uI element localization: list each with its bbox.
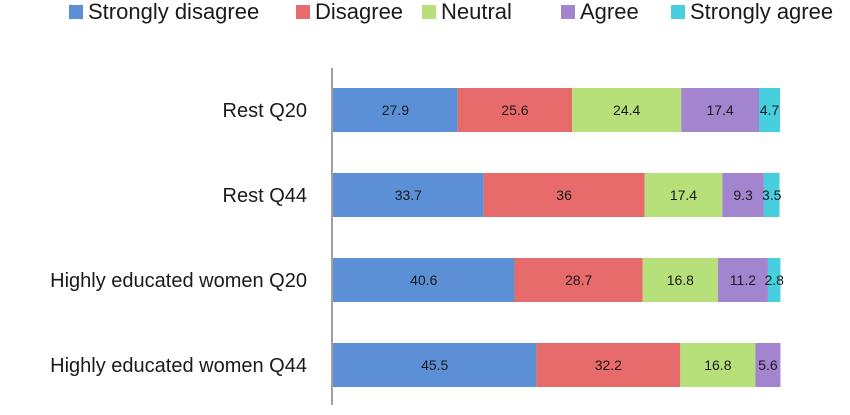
bar-segment-highly-educated-women-q44-disagree [536,343,681,387]
data-label-highly-educated-women-q20-neutral: 16.8 [667,272,694,288]
category-label-highly-educated-women-q20: Highly educated women Q20 [50,270,307,292]
bar-segment-rest-q44-neutral [644,173,723,217]
data-label-rest-q20-neutral: 24.4 [613,102,640,118]
data-label-rest-q20-disagree: 25.6 [501,102,528,118]
bar-segment-highly-educated-women-q44-neutral [680,343,756,387]
legend-swatch-agree [561,5,575,19]
legend-swatch-neutral [422,5,436,19]
bar-segment-rest-q20-disagree [457,88,573,132]
legend-label-agree: Agree [580,0,639,24]
bar-segment-rest-q20-strongly-agree [758,88,780,132]
data-label-highly-educated-women-q44-disagree: 32.2 [595,357,622,373]
bar-segment-highly-educated-women-q44-strongly-disagree [333,343,537,387]
data-label-rest-q44-neutral: 17.4 [670,187,697,203]
legend-swatch-strongly-disagree [69,5,83,19]
bar-segment-rest-q44-strongly-disagree [333,173,484,217]
legend: Strongly disagree Disagree Neutral Agree Str… [69,0,833,24]
bar-segment-highly-educated-women-q20-strongly-disagree [333,258,515,302]
data-label-rest-q44-disagree: 36 [556,187,572,203]
data-label-rest-q44-agree: 9.3 [733,187,753,203]
data-label-rest-q20-agree: 17.4 [706,102,733,118]
legend-label-strongly-agree: Strongly agree [690,0,833,24]
data-label-highly-educated-women-q20-strongly-agree: 2.8 [764,272,784,288]
category-label-rest-q44: Rest Q44 [223,185,307,207]
legend-label-neutral: Neutral [441,0,512,24]
category-label-rest-q20: Rest Q20 [223,100,307,122]
data-label-highly-educated-women-q20-agree: 11.2 [730,272,756,288]
data-label-highly-educated-women-q20-disagree: 28.7 [565,272,592,288]
bar-segment-highly-educated-women-q20-agree [717,258,768,302]
legend-swatch-strongly-agree [671,5,685,19]
data-label-rest-q44-strongly-agree: 3.5 [762,187,782,203]
data-label-highly-educated-women-q44-agree: 5.6 [758,357,778,373]
bar-segment-highly-educated-women-q20-disagree [514,258,643,302]
legend-label-disagree: Disagree [315,0,403,24]
bar-segment-rest-q44-agree [722,173,764,217]
data-label-highly-educated-women-q20-strongly-disagree: 40.6 [410,272,437,288]
data-label-rest-q44-strongly-disagree: 33.7 [395,187,422,203]
bar-segment-rest-q20-strongly-disagree [333,88,458,132]
bar-segment-highly-educated-women-q44-agree [755,343,781,387]
category-labels: Rest Q20 Rest Q44 Highly educated women Q2… [50,100,307,377]
bar-segment-rest-q20-neutral [572,88,682,132]
bar-segment-rest-q44-disagree [483,173,645,217]
data-label-rest-q20-strongly-agree: 4.7 [760,102,780,118]
legend-swatch-disagree [296,5,310,19]
legend-label-strongly-disagree: Strongly disagree [88,0,259,24]
bars: 27.9 25.6 24.4 17.4 4.7 33.7 36 17.4 9.3 3.5 40.6 2… [333,88,784,387]
data-label-rest-q20-strongly-disagree: 27.9 [382,102,409,118]
bar-segment-highly-educated-women-q20-strongly-agree [767,258,781,302]
category-label-highly-educated-women-q44: Highly educated women Q44 [50,355,307,377]
data-label-highly-educated-women-q44-strongly-disagree: 45.5 [421,357,448,373]
bar-segment-rest-q44-strongly-agree [763,173,780,217]
bar-segment-rest-q20-agree [681,88,759,132]
bar-segment-highly-educated-women-q20-neutral [642,258,718,302]
data-label-highly-educated-women-q44-neutral: 16.8 [704,357,731,373]
